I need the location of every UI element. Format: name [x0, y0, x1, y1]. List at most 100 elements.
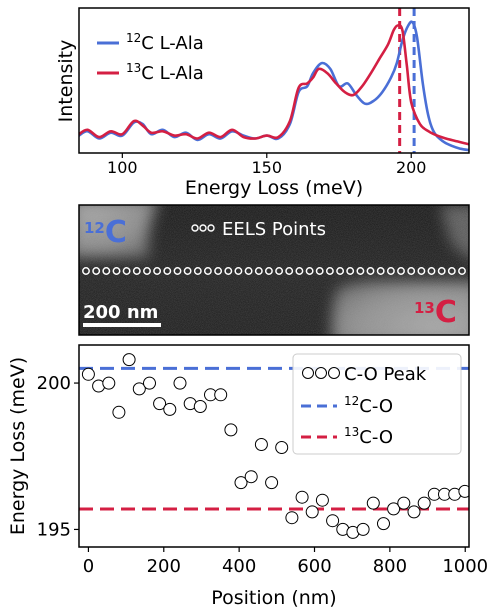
co-peak-point [295, 490, 309, 504]
spectrum-legend: 12C L-Ala 13C L-Ala [97, 31, 204, 84]
eels-point [356, 267, 365, 275]
scatter-x-tick-label: 200 [147, 556, 181, 577]
image-label-13c-sup: 13 [414, 299, 435, 317]
co-peak-point [102, 376, 116, 390]
spectrum-x-axis-label: Energy Loss (meV) [185, 177, 363, 199]
eels-point [407, 267, 416, 275]
scatter-x-tick-label: 800 [373, 556, 407, 577]
spectrum-y-axis-label: Intensity [55, 40, 77, 123]
eels-point [397, 267, 405, 275]
eels-legend-dot [191, 224, 199, 232]
co-peak-point [458, 484, 469, 498]
legend-label-12c-o: 12C-O [344, 394, 393, 417]
scale-bar-line [83, 323, 161, 327]
eels-points-row [82, 267, 466, 275]
eels-point [214, 267, 223, 275]
eels-point [336, 267, 345, 275]
legend-text-12c-o: C-O [359, 396, 393, 417]
scatter-y-ticks: 195 200 [37, 373, 79, 540]
eels-point [224, 267, 233, 275]
co-peak-point [153, 397, 167, 411]
co-peak-point [407, 505, 421, 519]
eels-point [183, 267, 192, 275]
co-peak-points [81, 353, 469, 539]
co-peak-point [244, 470, 258, 484]
eels-point [305, 267, 314, 275]
eels-point [417, 267, 426, 275]
eels-legend-dot [207, 224, 215, 232]
scatter-legend-box [292, 353, 462, 455]
legend-text-12c: C L-Ala [141, 33, 203, 54]
eels-point [122, 267, 131, 275]
eels-point [376, 267, 385, 275]
scale-bar-label: 200 nm [83, 302, 158, 323]
co-peak-point [397, 496, 411, 510]
eels-point [203, 267, 212, 275]
image-label-12c-text: C [105, 215, 127, 250]
energy-position-panel: 0 200 400 600 800 1000 195 200 Position (nm) E… [7, 344, 488, 609]
eels-point [82, 267, 90, 275]
eels-point [132, 267, 141, 275]
co-peak-point [112, 405, 126, 419]
scatter-axes-frame [78, 344, 470, 548]
co-peak-point [224, 423, 238, 437]
scatter-x-axis-label: Position (nm) [211, 587, 336, 609]
co-peak-point [275, 441, 289, 454]
co-peak-point [366, 496, 380, 510]
legend-sup-13c: 13 [126, 61, 141, 75]
eels-point [295, 267, 304, 275]
eels-point [234, 267, 243, 275]
legend-sup-12c: 12 [126, 31, 141, 45]
scatter-x-tick-label: 1000 [442, 556, 488, 577]
legend-sup-12c-o: 12 [344, 394, 359, 408]
image-label-13c-text: C [435, 295, 457, 330]
image-label-13c: 13C [414, 295, 457, 330]
legend-marker-circle [315, 367, 327, 379]
eels-point [458, 267, 466, 275]
scatter-x-tick-label: 600 [297, 556, 331, 577]
scatter-x-tick-label: 0 [83, 556, 94, 577]
eels-points-legend: EELS Points [191, 219, 326, 240]
eels-point [325, 267, 334, 275]
co-peak-point [417, 496, 431, 510]
eels-point [112, 267, 121, 275]
co-peak-point [377, 517, 390, 531]
legend-sup-13c-o: 13 [344, 425, 359, 439]
scatter-y-tick-label: 200 [37, 373, 71, 394]
stem-image-panel: 12C EELS Points 200 nm 13C [78, 204, 470, 336]
eels-point [163, 267, 172, 275]
eels-point [153, 267, 162, 275]
scatter-legend: C-O Peak 12C-O 13C-O [292, 353, 462, 455]
eels-points-label: EELS Points [222, 219, 326, 240]
eels-point [173, 267, 182, 275]
co-peak-point [305, 505, 319, 519]
spectrum-panel: 100 150 200 Energy Loss (meV) Intensity 12… [55, 7, 470, 199]
legend-text-13c-o: C-O [359, 427, 393, 448]
scatter-y-tick-label: 195 [37, 519, 71, 540]
co-peak-point [387, 502, 401, 516]
legend-label-12c: 12C L-Ala [126, 31, 204, 54]
co-peak-point [163, 402, 177, 416]
co-peak-point [193, 400, 207, 413]
eels-point [264, 267, 273, 275]
co-peak-point [143, 376, 156, 390]
image-frame [78, 204, 470, 336]
peak-marker-lines [398, 8, 416, 153]
legend-label-13c: 13C L-Ala [126, 61, 204, 84]
eels-point [285, 267, 294, 275]
eels-point [427, 267, 436, 275]
eels-point [193, 267, 202, 275]
co-peak-point [173, 376, 187, 390]
scatter-y-axis-label: Energy Loss (meV) [7, 357, 29, 535]
co-peak-point [254, 438, 268, 451]
spectrum-x-tick-label: 150 [252, 158, 283, 177]
co-peak-point [285, 511, 299, 525]
eels-point [366, 267, 375, 275]
eels-point [92, 267, 101, 275]
eels-point [254, 267, 263, 275]
legend-marker-circle [302, 367, 314, 379]
eels-point [275, 267, 284, 275]
spectrum-x-ticks: 100 150 200 [107, 153, 426, 177]
eels-point [102, 267, 111, 275]
